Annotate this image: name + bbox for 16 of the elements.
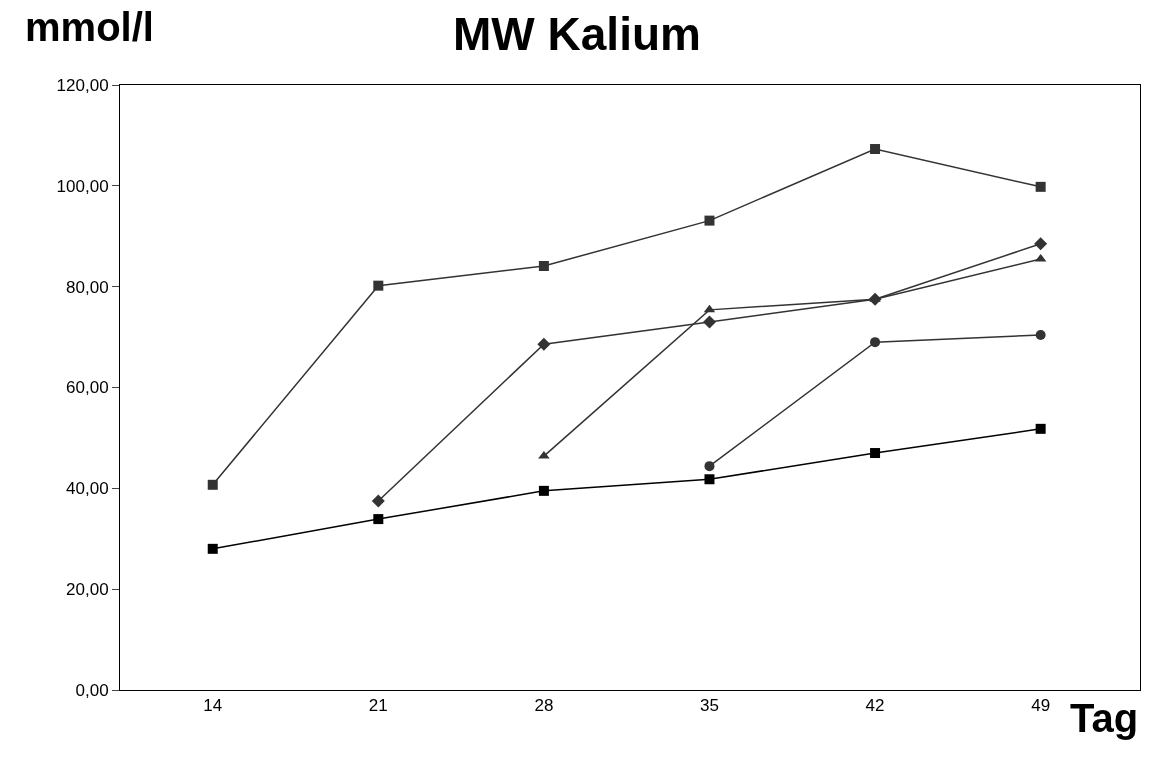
x-tick-label: 42: [865, 696, 885, 716]
x-tick-label: 21: [368, 696, 388, 716]
x-tick-label: 35: [700, 696, 719, 716]
y-tick-label: 40,00: [66, 479, 109, 499]
x-tick-label: 49: [1031, 696, 1051, 716]
y-axis-title: mmol/l: [25, 5, 154, 49]
x-tick-label: 14: [203, 696, 223, 716]
y-tick-label: 120,00: [56, 75, 109, 95]
y-tick-label: 0,00: [75, 680, 109, 700]
y-tick-label: 60,00: [66, 378, 109, 398]
y-tick-label: 20,00: [66, 580, 109, 600]
x-tick-label: 28: [534, 696, 554, 716]
chart-title: MW Kalium: [453, 8, 701, 61]
x-axis-title: Tag: [1070, 696, 1139, 740]
y-tick-label: 100,00: [56, 176, 109, 196]
y-tick-label: 80,00: [66, 277, 109, 297]
